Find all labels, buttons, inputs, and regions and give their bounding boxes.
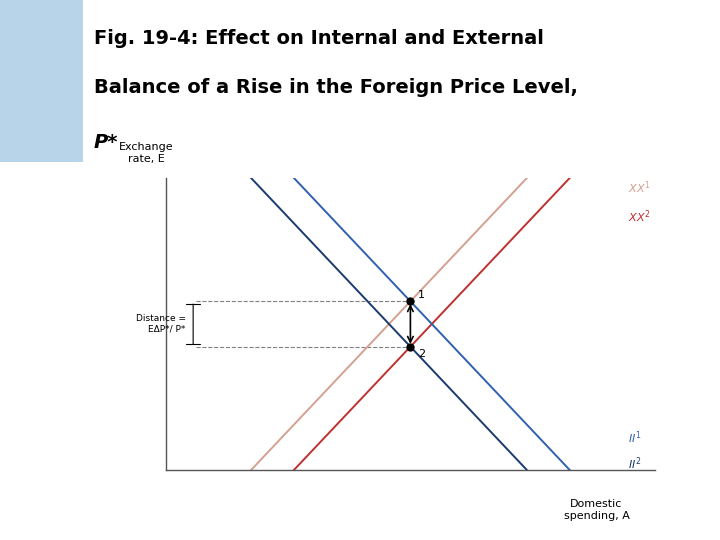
Text: Exchange
rate, E: Exchange rate, E	[119, 142, 174, 164]
Text: $II^2$: $II^2$	[628, 455, 641, 471]
Text: $II^1$: $II^1$	[628, 429, 642, 445]
FancyBboxPatch shape	[0, 0, 83, 162]
Text: Copyright ©2015 Pearson Education, Inc. All rights reserved.: Copyright ©2015 Pearson Education, Inc. …	[11, 519, 330, 529]
Text: P*: P*	[94, 133, 118, 152]
Text: Distance =
EΔP*/ P*: Distance = EΔP*/ P*	[136, 314, 186, 334]
Text: $XX^1$: $XX^1$	[628, 180, 650, 196]
Text: 2: 2	[418, 349, 425, 359]
Text: Domestic
spending, A: Domestic spending, A	[564, 499, 629, 521]
Text: 19-36: 19-36	[679, 519, 709, 529]
Text: 1: 1	[418, 289, 425, 300]
Text: Balance of a Rise in the Foreign Price Level,: Balance of a Rise in the Foreign Price L…	[94, 78, 577, 97]
Text: $XX^2$: $XX^2$	[628, 209, 650, 225]
Text: Fig. 19-4: Effect on Internal and External: Fig. 19-4: Effect on Internal and Extern…	[94, 29, 544, 48]
